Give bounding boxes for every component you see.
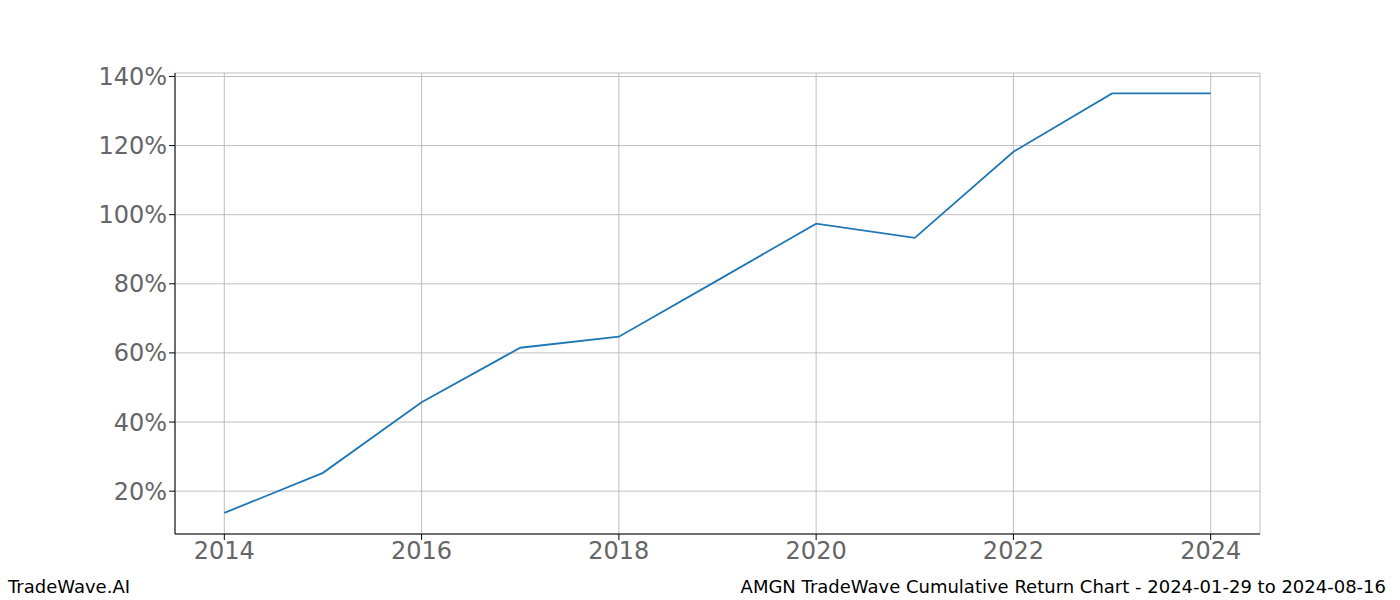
svg-text:2016: 2016	[391, 537, 452, 565]
html-text:TradeWave.AI: TradeWave.AI	[8, 576, 130, 597]
svg-text:80%: 80%	[114, 270, 167, 298]
svg-text:60%: 60%	[114, 339, 167, 367]
svg-text:120%: 120%	[98, 132, 167, 160]
svg-text:40%: 40%	[114, 409, 167, 437]
svg-text:100%: 100%	[98, 201, 167, 229]
svg-text:2024: 2024	[1180, 537, 1241, 565]
html-text:AMGN TradeWave Cumulative Retu: AMGN TradeWave Cumulative Return Chart -…	[740, 576, 1386, 597]
svg-text:2020: 2020	[786, 537, 847, 565]
svg-text:2018: 2018	[588, 537, 649, 565]
svg-text:2014: 2014	[194, 537, 255, 565]
svg-text:140%: 140%	[98, 63, 167, 91]
svg-text:20%: 20%	[114, 478, 167, 506]
svg-text:2022: 2022	[983, 537, 1044, 565]
